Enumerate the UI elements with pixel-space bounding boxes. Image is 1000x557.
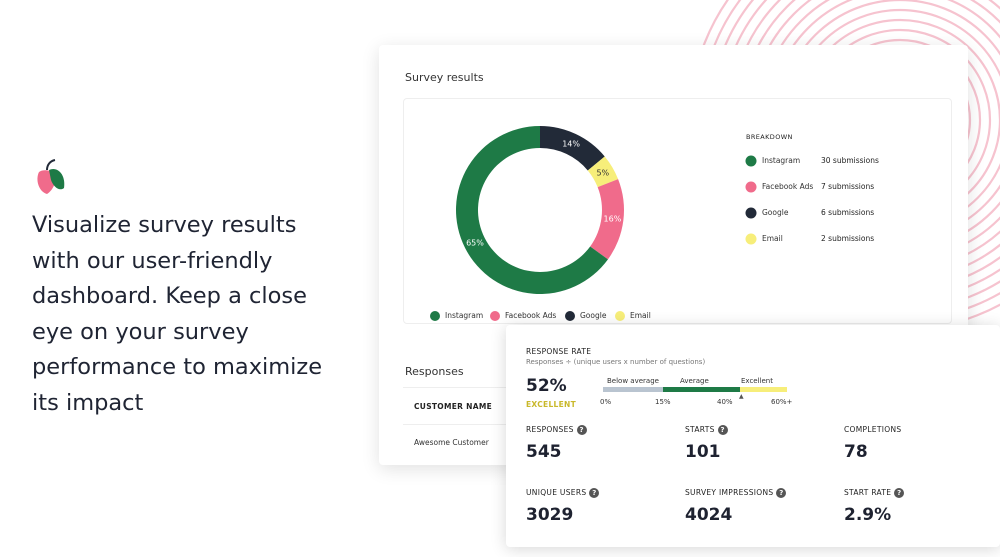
rate-title: RESPONSE RATE [526, 347, 592, 356]
logo [37, 159, 65, 194]
stats-card: RESPONSE RATE Responses ÷ (unique users … [506, 325, 1000, 547]
gauge-tick: 40% [717, 398, 733, 406]
breakdown-dot [745, 181, 757, 193]
stat-value: 4024 [685, 505, 733, 525]
gauge-marker: ▲ [739, 393, 744, 400]
slice-label: 65% [466, 239, 484, 248]
donut-slice [456, 126, 608, 294]
stat-value: 2.9% [844, 505, 892, 525]
band-label: Below average [607, 377, 659, 385]
stat-value: 101 [685, 442, 721, 462]
stat-value: 545 [526, 442, 562, 462]
chart-panel [403, 98, 952, 324]
legend-dot [430, 311, 440, 321]
rate-value: 52% [526, 376, 567, 396]
slice-label: 16% [604, 215, 622, 224]
headline-line: with our user-friendly [32, 247, 273, 274]
stat-label-text: RESPONSES [526, 425, 574, 434]
breakdown-dot [745, 155, 757, 167]
legend-label: Email [630, 311, 651, 320]
help-icon: ? [589, 488, 600, 498]
headline-line: its impact [32, 389, 144, 416]
stat-label: UNIQUE USERS? [526, 488, 600, 498]
stat-label: START RATE? [844, 488, 905, 498]
stat-label: RESPONSES? [526, 425, 587, 435]
breakdown-count: 6 submissions [821, 208, 874, 217]
breakdown-label: Facebook Ads [762, 182, 813, 191]
gauge-tick: 60%+ [771, 398, 793, 406]
rate-formula: Responses ÷ (unique users x number of qu… [526, 358, 706, 366]
gauge-band [603, 387, 663, 392]
gauge-band [663, 387, 740, 392]
headline-line: eye on your survey [32, 318, 249, 345]
stat-label-text: SURVEY IMPRESSIONS [685, 488, 774, 497]
breakdown-dot [745, 233, 757, 245]
legend-label: Google [580, 311, 607, 320]
breakdown-count: 7 submissions [821, 182, 874, 191]
stat-label-text: STARTS [685, 425, 715, 434]
breakdown-label: Google [762, 208, 789, 217]
breakdown-label: Email [762, 234, 783, 243]
breakdown-title: BREAKDOWN [746, 133, 793, 141]
column-header: CUSTOMER NAME [414, 402, 493, 411]
breakdown-count: 2 submissions [821, 234, 874, 243]
donut-slice [587, 156, 619, 188]
headline-line: dashboard. Keep a close [32, 283, 307, 310]
stat-value: 3029 [526, 505, 574, 525]
legend-label: Facebook Ads [505, 311, 556, 320]
gauge-tick: 15% [655, 398, 671, 406]
help-icon: ? [776, 488, 787, 498]
stat-label-text: START RATE [844, 488, 892, 497]
breakdown-dot [745, 207, 757, 219]
help-icon: ? [717, 425, 728, 435]
help-icon: ? [894, 488, 905, 498]
stat-label: COMPLETIONS [844, 425, 901, 434]
stat-label: STARTS? [685, 425, 728, 435]
legend-dot [615, 311, 625, 321]
responses-table: CUSTOMER NAME Awesome Customer [403, 387, 523, 466]
slice-label: 14% [562, 139, 580, 148]
band-label: Average [680, 377, 709, 385]
headline-line: Visualize survey results [32, 212, 297, 238]
donut-slice [540, 126, 605, 171]
gauge-band [740, 387, 787, 392]
stat-label-text: COMPLETIONS [844, 425, 902, 434]
breakdown-label: Instagram [762, 156, 800, 165]
donut-slice [590, 179, 624, 260]
responses-title: Responses [405, 365, 464, 378]
headline-line: performance to maximize [32, 354, 323, 381]
donut-chart: 14% 5% 16% 65% Instagram Facebook Ads Google Em… [430, 126, 879, 321]
help-icon: ? [576, 425, 587, 435]
stat-label-text: UNIQUE USERS [526, 488, 587, 497]
gauge-tick: 0% [600, 398, 612, 406]
rate-rating: EXCELLENT [526, 400, 577, 409]
breakdown-count: 30 submissions [821, 156, 879, 165]
legend-label: Instagram [445, 311, 483, 320]
stat-value: 78 [844, 442, 868, 462]
table-cell: Awesome Customer [414, 438, 489, 447]
slice-label: 5% [596, 168, 609, 177]
card-title: Survey results [405, 71, 484, 84]
legend-dot [565, 311, 575, 321]
headline: Visualize survey results with our user-fr… [32, 208, 322, 422]
band-label: Excellent [741, 377, 773, 385]
stat-label: SURVEY IMPRESSIONS? [685, 488, 787, 498]
legend-dot [490, 311, 500, 321]
